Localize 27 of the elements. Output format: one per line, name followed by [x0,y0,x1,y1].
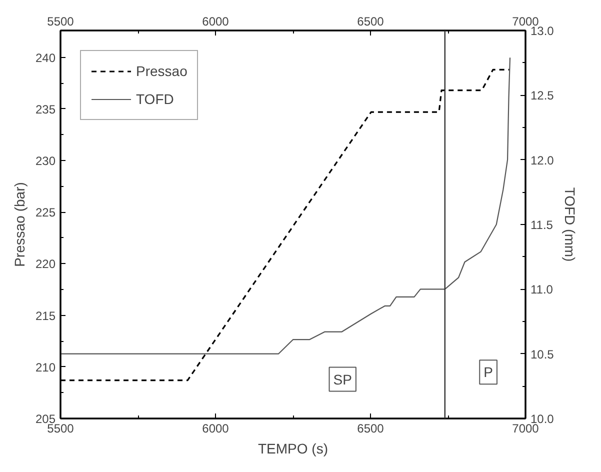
y2-tick-label: 10.5 [530,347,554,362]
y2-tick-label: 12.5 [530,88,554,103]
x2-tick-label: 5500 [47,422,74,436]
annotation: P [484,364,493,380]
x-axis-title: TEMPO (s) [258,440,328,456]
y2-tick-label: 12.0 [530,153,554,168]
legend-label: Pressao [136,63,188,79]
y-tick-label: 230 [35,154,56,168]
legend-label: TOFD [136,91,174,107]
x2-tick-label: 7000 [512,422,540,436]
x2-tick-label: 6000 [202,422,230,436]
annotation: SP [333,371,352,388]
y-tick-label: 240 [35,50,56,65]
y2-tick-label: 11.0 [530,282,554,297]
y-tick-label: 235 [35,102,56,116]
x-tick-label: 5500 [47,14,74,28]
y-tick-label: 215 [35,308,56,323]
y-axis-title: Pressao (bar) [11,182,28,267]
y-tick-label: 210 [35,360,56,374]
y2-tick-label: 13.0 [530,24,554,38]
y2-axis-title: TOFD (mm) [562,187,578,262]
y-tick-label: 220 [35,257,56,272]
y2-tick-label: 11.5 [530,218,554,232]
x-tick-label: 6500 [357,14,384,28]
x2-tick-label: 6500 [357,422,384,436]
x-tick-label: 6000 [202,14,230,28]
y-tick-label: 225 [35,206,56,220]
